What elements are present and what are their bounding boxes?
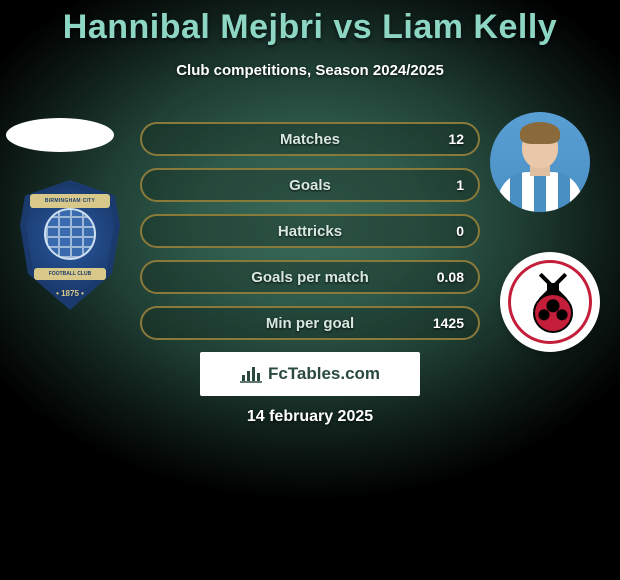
player1-club-crest: BIRMINGHAM CITY FOOTBALL CLUB • 1875 • xyxy=(20,180,120,310)
stat-row: Matches12 xyxy=(140,122,480,156)
stat-row: Hattricks0 xyxy=(140,214,480,248)
bar-chart-icon xyxy=(240,365,262,383)
page-title: Hannibal Mejbri vs Liam Kelly xyxy=(0,8,620,47)
player2-club-crest xyxy=(500,252,600,352)
stat-label: Min per goal xyxy=(142,308,478,338)
stat-row: Min per goal1425 xyxy=(140,306,480,340)
stat-value-right: 1425 xyxy=(433,308,464,338)
stat-value-right: 0 xyxy=(456,216,464,246)
player1-photo xyxy=(6,118,114,152)
stat-label: Goals xyxy=(142,170,478,200)
date-text: 14 february 2025 xyxy=(0,408,620,426)
stats-container: Matches12 Goals1 Hattricks0 Goals per match… xyxy=(140,122,480,352)
brand-logo: FcTables.com xyxy=(200,352,420,396)
stat-value-right: 0.08 xyxy=(437,262,464,292)
player2-photo xyxy=(490,112,590,212)
crest1-text-bottom: FOOTBALL CLUB xyxy=(34,268,106,280)
subtitle: Club competitions, Season 2024/2025 xyxy=(0,62,620,79)
stat-row: Goals per match0.08 xyxy=(140,260,480,294)
stat-label: Goals per match xyxy=(142,262,478,292)
crest1-year: • 1875 • xyxy=(20,289,120,298)
stat-value-right: 1 xyxy=(456,170,464,200)
stat-value-right: 12 xyxy=(448,124,464,154)
stat-row: Goals1 xyxy=(140,168,480,202)
stat-label: Hattricks xyxy=(142,216,478,246)
brand-text: FcTables.com xyxy=(268,364,380,384)
stat-label: Matches xyxy=(142,124,478,154)
crest1-text-top: BIRMINGHAM CITY xyxy=(30,194,110,208)
